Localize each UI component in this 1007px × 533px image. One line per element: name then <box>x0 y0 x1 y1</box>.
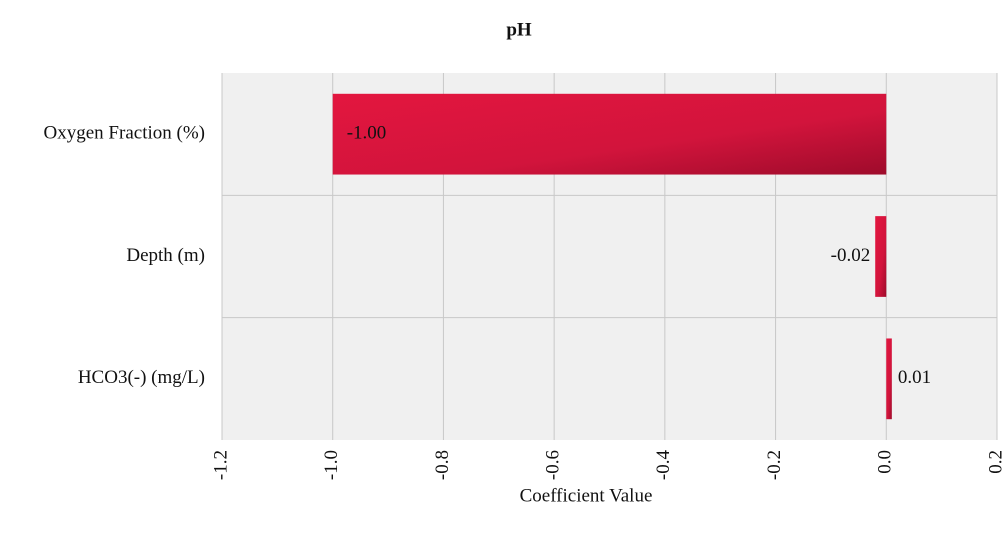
data-label: -0.02 <box>831 245 871 266</box>
x-tick-label: 0.0 <box>875 450 896 474</box>
bar <box>875 216 887 297</box>
chart-title: pH <box>506 19 532 40</box>
data-label: -1.00 <box>347 123 387 144</box>
x-tick-label: -1.0 <box>321 450 342 480</box>
bar <box>886 338 892 420</box>
x-tick-label: -1.2 <box>210 450 231 480</box>
category-label: Oxygen Fraction (%) <box>44 123 205 144</box>
bar <box>332 93 887 175</box>
x-tick-label: -0.8 <box>432 450 453 480</box>
category-label: HCO3(-) (mg/L) <box>78 367 205 388</box>
x-tick-label: -0.4 <box>653 450 674 481</box>
x-axis-title: Coefficient Value <box>520 485 653 506</box>
x-tick-label: -0.2 <box>764 450 785 480</box>
x-tick-label: -0.6 <box>543 450 564 480</box>
data-label: 0.01 <box>898 367 931 388</box>
x-tick-label: 0.2 <box>985 450 1006 474</box>
category-label: Depth (m) <box>126 245 205 266</box>
